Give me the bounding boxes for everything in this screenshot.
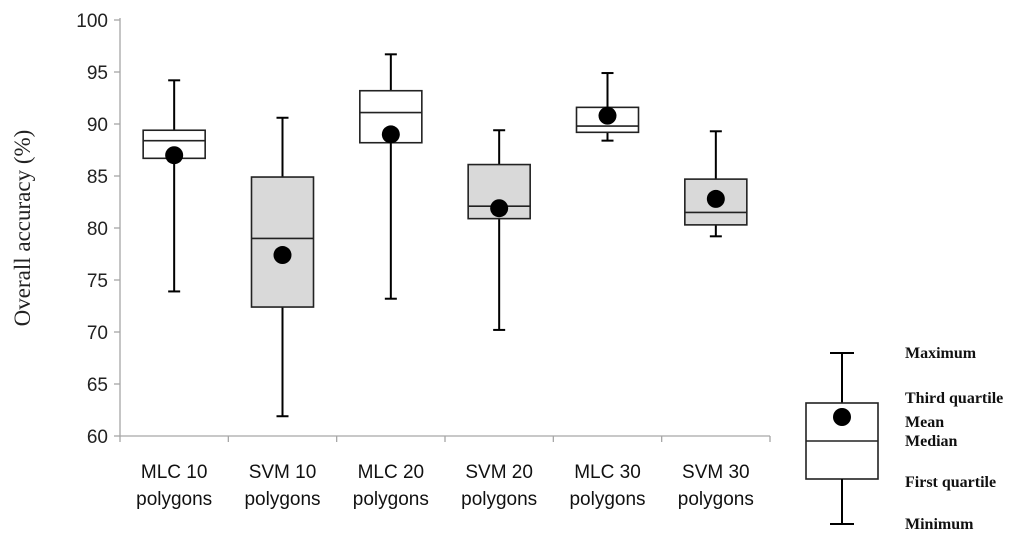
y-tick-label: 90 xyxy=(87,115,108,136)
box-group xyxy=(684,130,748,238)
x-category-label: MLC 10 xyxy=(141,462,208,483)
x-category-label: polygons xyxy=(678,489,754,510)
y-tick-label: 75 xyxy=(87,271,108,292)
mean-marker xyxy=(598,106,617,125)
quartile-box xyxy=(684,178,748,226)
box-group xyxy=(250,116,315,418)
x-category-label: MLC 30 xyxy=(574,462,641,483)
mean-marker xyxy=(273,246,292,265)
mean-marker xyxy=(706,189,725,208)
box-group xyxy=(359,53,423,300)
legend-label-median: Median xyxy=(905,433,958,450)
legend-label-maximum: Maximum xyxy=(905,345,977,362)
y-axis-label: Overall accuracy (%) xyxy=(10,130,35,327)
x-category-label: SVM 20 xyxy=(465,462,533,483)
legend-label-third-quartile: Third quartile xyxy=(905,390,1003,407)
x-category-label: SVM 10 xyxy=(249,462,317,483)
y-tick-label: 80 xyxy=(87,219,108,240)
axes: 60 65 70 75 80 85 90 95 100 MLC 10 polygons SVM 10 p… xyxy=(76,11,771,510)
x-category-label: polygons xyxy=(244,489,320,510)
box-group xyxy=(142,79,206,293)
x-category-label: polygons xyxy=(353,489,429,510)
mean-marker xyxy=(490,199,509,218)
x-category-label: polygons xyxy=(136,489,212,510)
y-tick-label: 60 xyxy=(87,427,108,448)
legend-mean-marker xyxy=(833,408,851,426)
legend-label-first-quartile: First quartile xyxy=(905,474,996,491)
y-tick-label: 70 xyxy=(87,323,108,344)
y-tick-label: 65 xyxy=(87,375,108,396)
quartile-box xyxy=(250,176,315,308)
y-tick-label: 95 xyxy=(87,63,108,84)
x-category-label: polygons xyxy=(569,489,645,510)
legend: Maximum Third quartile Mean Median First qua… xyxy=(805,345,1003,533)
x-category-label: polygons xyxy=(461,489,537,510)
x-category-label: MLC 20 xyxy=(358,462,425,483)
plot-area xyxy=(142,53,748,418)
y-tick-label: 100 xyxy=(76,11,108,32)
mean-marker xyxy=(381,125,400,144)
x-category-label: SVM 30 xyxy=(682,462,750,483)
y-tick-label: 85 xyxy=(87,167,108,188)
mean-marker xyxy=(165,146,184,165)
box-group xyxy=(575,72,640,142)
legend-label-mean: Mean xyxy=(905,414,944,431)
box-group xyxy=(467,129,531,331)
legend-label-minimum: Minimum xyxy=(905,516,974,533)
